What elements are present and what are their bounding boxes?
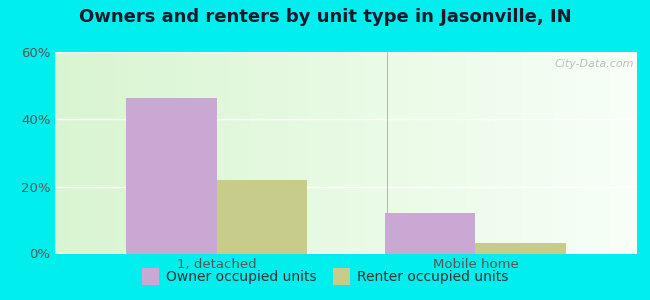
Text: Owners and renters by unit type in Jasonville, IN: Owners and renters by unit type in Jason… — [79, 8, 571, 26]
Bar — [475, 244, 566, 254]
Bar — [217, 180, 307, 254]
Bar — [126, 98, 217, 253]
Bar — [385, 213, 475, 254]
Legend: Owner occupied units, Renter occupied units: Owner occupied units, Renter occupied un… — [136, 263, 514, 290]
Text: City-Data.com: City-Data.com — [554, 58, 634, 68]
